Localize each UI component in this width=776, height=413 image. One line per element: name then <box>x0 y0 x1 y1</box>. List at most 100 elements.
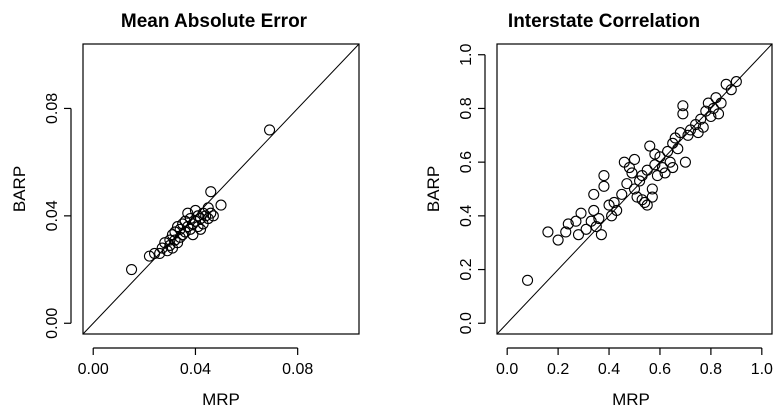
data-point <box>182 207 194 219</box>
y-tick-label: 1.0 <box>458 44 475 66</box>
data-point <box>588 204 600 217</box>
data-point <box>572 229 585 241</box>
data-point <box>149 247 161 259</box>
data-point <box>662 145 674 157</box>
y-tick-label: 0.04 <box>44 200 61 231</box>
data-point <box>552 234 564 246</box>
data-point <box>202 202 214 214</box>
data-point <box>189 204 201 217</box>
x-tick-label: 1.0 <box>751 361 773 378</box>
data-point <box>654 151 666 163</box>
y-axis-label: BARP <box>424 166 443 212</box>
data-point <box>161 245 173 257</box>
data-point <box>205 186 217 198</box>
data-point <box>159 237 171 249</box>
chart-interstate-correlation: Interstate Correlation 0.0 0.2 0.4 0.6 0.8 1.… <box>424 11 773 409</box>
x-axis-label: MRP <box>202 390 240 409</box>
data-point <box>641 199 653 211</box>
x-tick-label: 0.6 <box>649 361 671 378</box>
data-point <box>651 170 663 182</box>
data-point <box>595 229 607 241</box>
data-point <box>679 156 691 168</box>
data-point <box>697 121 709 133</box>
y-tick-label: 0.8 <box>458 97 475 119</box>
data-point <box>649 159 661 171</box>
x-tick-label: 0.04 <box>180 361 211 378</box>
data-point <box>646 191 658 203</box>
data-point <box>542 226 554 238</box>
data-point <box>264 124 276 136</box>
data-point <box>126 264 138 276</box>
x-axis-label: MRP <box>612 390 650 409</box>
data-point <box>580 223 592 235</box>
data-point <box>667 161 679 174</box>
x-tick-label: 0.2 <box>547 361 569 378</box>
data-point <box>725 84 737 96</box>
data-point <box>695 113 707 125</box>
y-tick-label: 0.00 <box>44 308 61 339</box>
x-tick-label: 0.4 <box>598 361 620 378</box>
data-point <box>715 97 727 109</box>
data-point <box>611 204 623 217</box>
data-point <box>621 178 633 190</box>
x-tick-label: 0.00 <box>78 361 109 378</box>
data-points <box>522 76 742 286</box>
data-point <box>598 180 610 192</box>
data-point <box>603 199 615 211</box>
y-tick-label: 0.0 <box>458 312 475 334</box>
data-point <box>590 221 602 233</box>
data-point <box>649 148 661 160</box>
data-point <box>674 127 686 139</box>
y-tick-label: 0.4 <box>458 205 475 227</box>
data-point <box>207 210 219 222</box>
data-point <box>677 100 689 112</box>
data-point <box>626 167 638 179</box>
data-point <box>628 183 641 195</box>
data-point <box>616 188 628 200</box>
data-point <box>628 153 641 166</box>
data-point <box>659 167 671 179</box>
data-point <box>195 223 207 235</box>
chart-mean-absolute-error: Mean Absolute Error 0.00 0.04 0.08 0.000.0… <box>10 11 360 409</box>
data-point <box>641 164 653 176</box>
data-point <box>598 170 610 182</box>
data-points <box>126 124 276 276</box>
x-axis: 0.00 0.04 0.08 <box>78 347 313 378</box>
data-point <box>705 110 717 123</box>
data-point <box>202 212 214 225</box>
x-tick-label: 0.0 <box>496 361 518 378</box>
data-point <box>672 143 684 155</box>
data-point <box>215 199 227 211</box>
y-axis-label: BARP <box>10 166 29 212</box>
data-point <box>646 183 658 195</box>
y-tick-label: 0.08 <box>44 93 61 124</box>
data-point <box>593 212 605 225</box>
data-point <box>169 234 181 246</box>
data-point <box>189 215 201 227</box>
data-point <box>608 196 620 208</box>
y-tick-label: 0.6 <box>458 151 475 173</box>
y-axis: 0.0 0.2 0.4 0.6 0.8 1.0 <box>458 44 486 334</box>
x-tick-label: 0.8 <box>700 361 722 378</box>
x-tick-label: 0.08 <box>282 361 313 378</box>
data-point <box>179 226 191 238</box>
plot-frame <box>82 43 360 335</box>
data-point <box>639 196 651 208</box>
data-point <box>623 161 635 174</box>
data-point <box>588 188 600 200</box>
data-point <box>187 229 199 241</box>
reference-line <box>496 43 773 335</box>
data-point <box>644 140 656 152</box>
data-point <box>200 210 212 222</box>
data-point <box>562 218 574 230</box>
data-point <box>143 250 155 262</box>
data-point <box>522 274 534 286</box>
data-point <box>570 215 582 227</box>
data-point <box>575 207 587 219</box>
reference-line <box>82 43 360 335</box>
data-point <box>192 210 204 222</box>
data-point <box>677 108 689 120</box>
chart-title: Mean Absolute Error <box>121 11 308 32</box>
x-axis: 0.0 0.2 0.4 0.6 0.8 1.0 <box>496 347 773 378</box>
